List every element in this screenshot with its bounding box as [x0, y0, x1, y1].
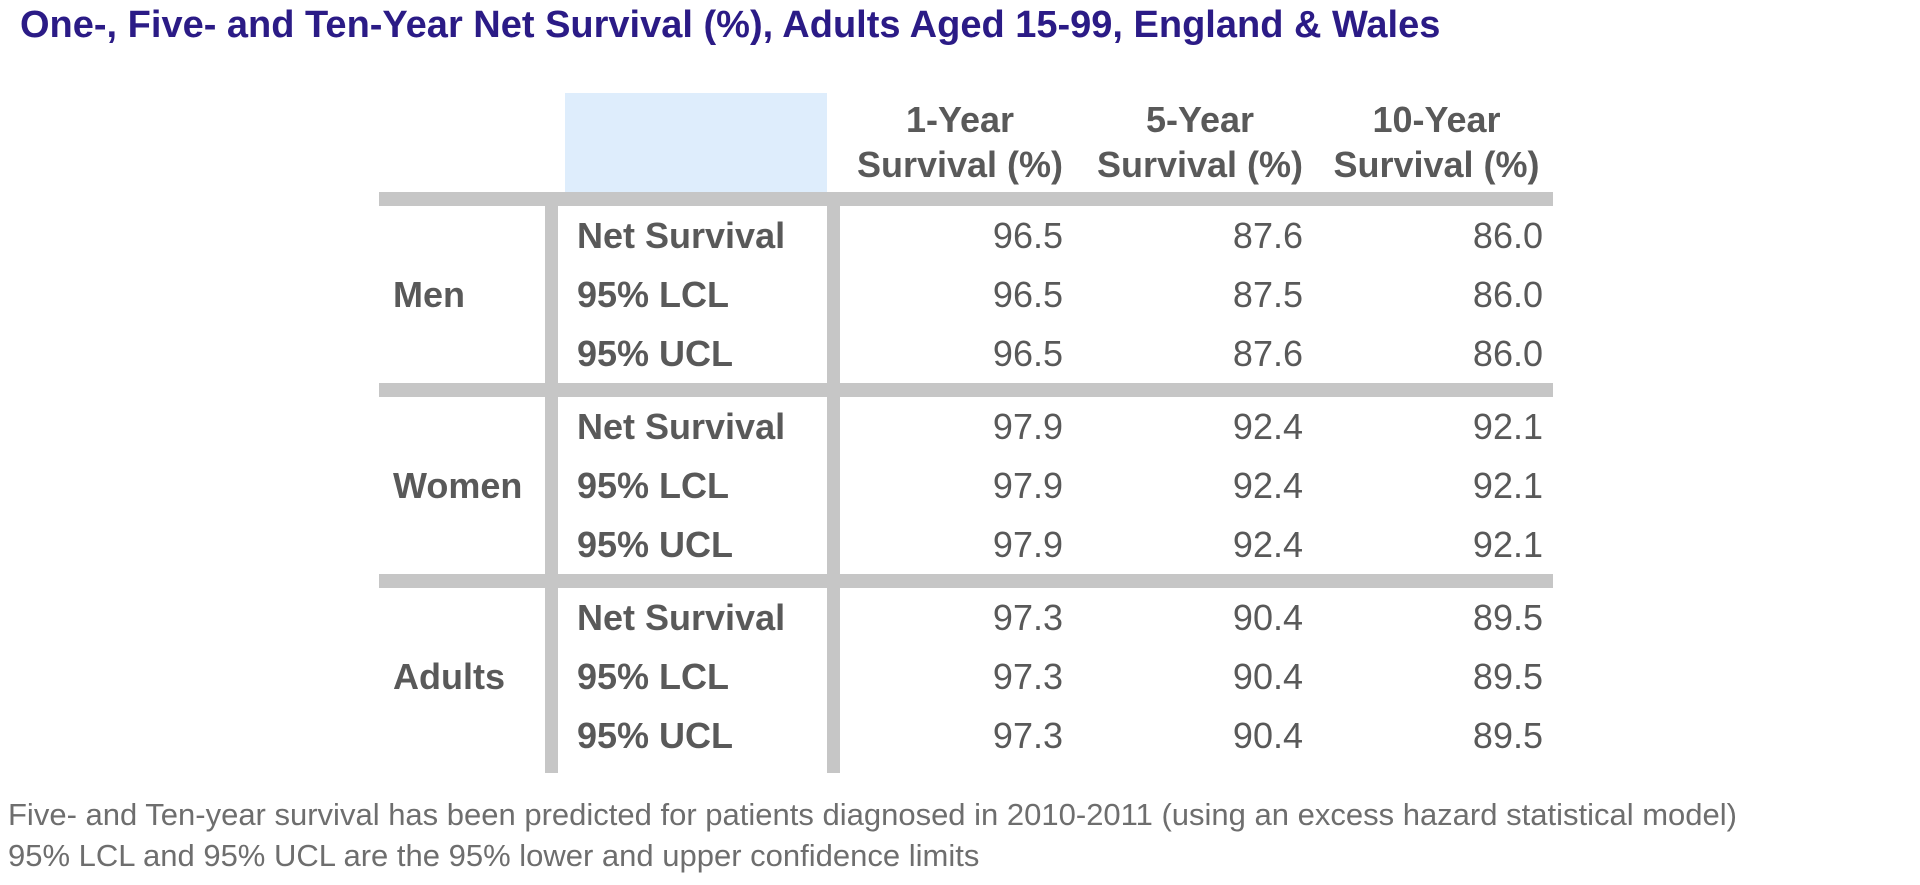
cell-value: 97.3	[992, 597, 1063, 638]
header-divider-bar	[379, 192, 1553, 206]
row-label: Net Survival	[545, 397, 840, 456]
survival-table: 1-Year Survival (%) 5-Year Survival (%) …	[379, 93, 1553, 773]
cell-value: 87.6	[1232, 215, 1303, 256]
cell-value: 90.4	[1232, 715, 1303, 756]
cell-value: 86.0	[1472, 215, 1543, 256]
cell-value: 96.5	[992, 274, 1063, 315]
footnote-line-2: 95% LCL and 95% UCL are the 95% lower an…	[8, 838, 980, 873]
column-header-5-year: 5-Year Survival (%)	[1080, 93, 1320, 192]
cell-value: 89.5	[1472, 656, 1543, 697]
row-label: 95% UCL	[545, 324, 840, 383]
column-header-10-year: 10-Year Survival (%)	[1320, 93, 1553, 192]
row-label: 95% LCL	[545, 647, 840, 706]
row-label: Net Survival	[545, 588, 840, 647]
cell-value: 86.0	[1472, 333, 1543, 374]
row-label: 95% UCL	[545, 706, 840, 765]
footnote-line-1: Five- and Ten-year survival has been pre…	[8, 797, 1737, 832]
group-label: Adults	[393, 655, 505, 697]
column-header-line2: Survival (%)	[1096, 144, 1304, 185]
cell-value: 89.5	[1472, 597, 1543, 638]
column-header-1-year: 1-Year Survival (%)	[840, 93, 1080, 192]
cell-value: 92.4	[1232, 465, 1303, 506]
group-divider-bar	[379, 574, 1553, 588]
group-label: Men	[393, 273, 465, 315]
highlight-cell	[565, 93, 827, 192]
cell-value: 87.5	[1232, 274, 1303, 315]
column-header-line2: Survival (%)	[1333, 144, 1540, 185]
table-group-women: Women Net Survival 97.9 92.4 92.1 95% LC…	[379, 397, 1553, 574]
cell-value: 92.1	[1472, 524, 1543, 565]
cell-value: 90.4	[1232, 656, 1303, 697]
cell-value: 97.9	[992, 465, 1063, 506]
column-header-line1: 5-Year	[1145, 99, 1255, 140]
row-label: 95% LCL	[545, 265, 840, 324]
cell-value: 96.5	[992, 215, 1063, 256]
column-header-line2: Survival (%)	[856, 144, 1064, 185]
cell-value: 92.4	[1232, 524, 1303, 565]
page-title: One-, Five- and Ten-Year Net Survival (%…	[20, 4, 1441, 46]
cell-value: 90.4	[1232, 597, 1303, 638]
table-group-adults: Adults Net Survival 97.3 90.4 89.5 95% L…	[379, 588, 1553, 765]
row-label: 95% UCL	[545, 515, 840, 574]
footnotes: Five- and Ten-year survival has been pre…	[8, 794, 1737, 876]
cell-value: 97.9	[992, 524, 1063, 565]
cell-value: 96.5	[992, 333, 1063, 374]
cell-value: 87.6	[1232, 333, 1303, 374]
row-label: Net Survival	[545, 206, 840, 265]
cell-value: 92.4	[1232, 406, 1303, 447]
cell-value: 89.5	[1472, 715, 1543, 756]
cell-value: 86.0	[1472, 274, 1543, 315]
cell-value: 92.1	[1472, 406, 1543, 447]
table-header-row: 1-Year Survival (%) 5-Year Survival (%) …	[379, 93, 1553, 192]
cell-value: 97.9	[992, 406, 1063, 447]
column-header-line1: 10-Year	[1372, 99, 1501, 140]
table-border-tail	[379, 765, 1553, 773]
table-group-men: Men Net Survival 96.5 87.6 86.0 95% LCL …	[379, 206, 1553, 383]
group-label: Women	[393, 464, 523, 506]
cell-value: 97.3	[992, 715, 1063, 756]
cell-value: 92.1	[1472, 465, 1543, 506]
row-label: 95% LCL	[545, 456, 840, 515]
table-border-tail-stub	[545, 765, 840, 773]
cell-value: 97.3	[992, 656, 1063, 697]
group-divider-bar	[379, 383, 1553, 397]
column-header-line1: 1-Year	[905, 99, 1015, 140]
